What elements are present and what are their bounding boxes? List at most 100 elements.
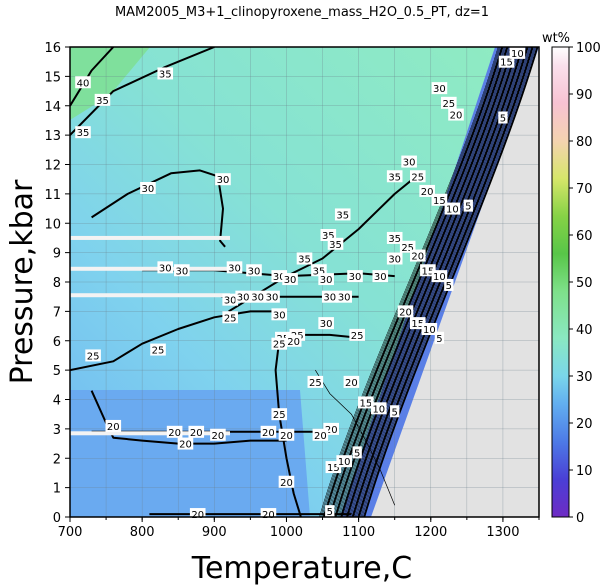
contour-label-bg <box>271 408 288 421</box>
contour-label: 30 <box>338 293 351 304</box>
colorbar-tick-label: 20 <box>576 417 593 432</box>
contour-label-bg <box>334 208 351 221</box>
contour-label: 10 <box>338 457 351 468</box>
contour-label-bg <box>327 237 344 250</box>
contour-label-bg <box>318 317 334 330</box>
contour-label-bg <box>343 375 360 388</box>
contour-label: 25 <box>152 346 165 357</box>
contour-line <box>323 47 503 517</box>
x-tick-label: 800 <box>130 525 155 540</box>
contour-label-bg <box>336 455 352 468</box>
y-tick-label: 3 <box>53 423 61 438</box>
contour-label-bg <box>188 425 205 438</box>
contour-label: 20 <box>168 428 181 439</box>
contour-label-bg <box>390 405 400 418</box>
contour-label: 25 <box>273 410 286 421</box>
contour-label-bg <box>249 290 266 303</box>
contour-line <box>70 47 215 136</box>
contour-label: 25 <box>224 313 237 324</box>
missing-data-band <box>70 431 230 436</box>
colorbar-tick-label: 90 <box>576 88 593 103</box>
contour-label: 5 <box>500 114 506 125</box>
contour-line <box>70 310 287 372</box>
contour-line <box>326 47 505 517</box>
contour-label-bg <box>372 270 389 283</box>
contour-label: 30 <box>237 293 250 304</box>
contour-label: 30 <box>388 255 401 266</box>
contour-label: 20 <box>399 307 412 318</box>
contour-label: 30 <box>433 84 446 95</box>
contour-label: 20 <box>190 428 203 439</box>
contour-label: 5 <box>436 334 442 345</box>
contour-label-bg <box>246 264 262 277</box>
colorbar-ticks: 0 10 20 30 40 50 60 70 80 90 100 <box>569 41 601 526</box>
x-tick-label: 1300 <box>486 525 519 540</box>
y-tick-label: 9 <box>53 247 61 262</box>
contour-line <box>328 47 507 517</box>
contour-label-bg <box>264 290 280 303</box>
contour-label-bg <box>397 305 414 318</box>
missing-data-band <box>70 235 230 240</box>
y-tick-label: 13 <box>44 129 61 144</box>
contour-label: 20 <box>450 111 463 122</box>
contour-label-bg <box>215 173 231 186</box>
contour-label: 20 <box>411 252 424 263</box>
contour-line <box>322 47 502 517</box>
y-axis-label: Pressure,kbar <box>5 179 40 384</box>
colorbar-label: wt% <box>542 31 570 46</box>
y-tick-label: 12 <box>44 159 61 174</box>
x-tick-label: 1200 <box>414 525 447 540</box>
contour-label: 35 <box>336 210 349 221</box>
contour-label-bg <box>260 425 277 438</box>
contour-label-bg <box>75 126 91 139</box>
contour-label: 10 <box>446 205 459 216</box>
y-tick-label: 10 <box>44 217 61 232</box>
contour-label: 30 <box>284 275 297 286</box>
contour-label-bg <box>431 82 448 95</box>
contour-label: 35 <box>322 231 335 242</box>
contour-line <box>324 47 504 517</box>
contour-label: 30 <box>175 266 188 277</box>
contour-label: 20 <box>314 431 327 442</box>
contour-line <box>91 169 226 248</box>
colorbar-tick-label: 10 <box>576 464 593 479</box>
contour-label: 10 <box>372 404 385 415</box>
contour-line <box>319 47 499 517</box>
contour-label-bg <box>278 475 295 488</box>
contour-label-bg <box>105 419 122 432</box>
colorbar-tick-label: 80 <box>576 135 593 150</box>
contour-label: 25 <box>273 340 286 351</box>
contour-label-bg <box>94 93 111 106</box>
contour-label-bg <box>226 261 243 274</box>
contour-label: 35 <box>388 172 401 183</box>
contour-label-bg <box>434 331 445 344</box>
contour-label: 15 <box>500 58 513 69</box>
contour-label: 30 <box>159 263 172 274</box>
contour-label-bg <box>386 252 403 265</box>
contour-label-bg <box>409 249 426 262</box>
contour-label-bg <box>509 46 526 59</box>
contour-label-bg <box>448 108 464 121</box>
contour-line <box>343 47 520 517</box>
contour-label-bg <box>498 111 508 124</box>
y-tick-label: 4 <box>53 394 61 409</box>
contour-label-bg <box>431 270 448 283</box>
contour-label-bg <box>85 349 101 362</box>
contour-label: 15 <box>327 463 340 474</box>
contour-label-bg <box>431 193 448 206</box>
contour-label: 30 <box>217 175 230 186</box>
contour-label: 20 <box>421 187 434 198</box>
chart-title: MAM2005_M3+1_clinopyroxene_mass_H2O_0.5_… <box>115 5 489 20</box>
contour-line <box>321 47 501 517</box>
contour-label: 20 <box>107 422 120 433</box>
contour-label-bg <box>349 328 365 341</box>
contour-label: 30 <box>374 272 387 283</box>
contour-label-bg <box>282 273 298 286</box>
contour-label: 30 <box>320 319 333 330</box>
y-tick-label: 6 <box>53 335 61 350</box>
colorbar-tick-label: 70 <box>576 182 593 197</box>
contour-label: 5 <box>327 507 333 518</box>
contour-label: 35 <box>388 234 401 245</box>
contour-label-bg <box>296 252 313 265</box>
